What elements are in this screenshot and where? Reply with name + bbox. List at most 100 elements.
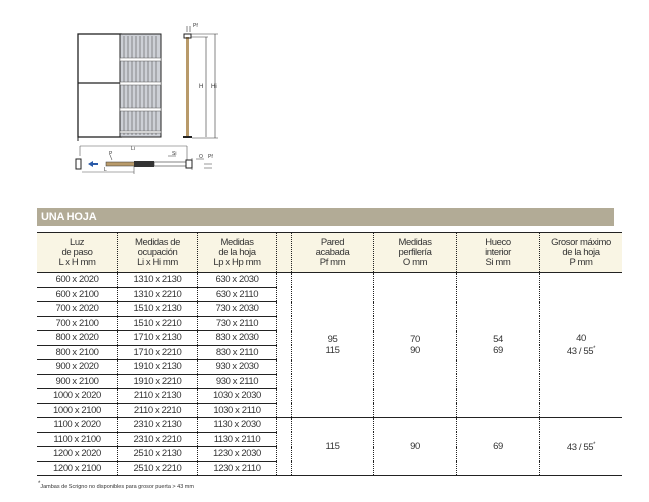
header-pared: Pared acabada Pf mm bbox=[291, 232, 374, 273]
gap-cell bbox=[276, 316, 292, 331]
cell: 1100 x 2100 bbox=[37, 432, 118, 447]
cell: 1510 x 2130 bbox=[117, 301, 198, 317]
table-row: 900 x 2100 1910 x 2210 930 x 2110 bbox=[37, 374, 622, 389]
gap-cell bbox=[276, 345, 292, 360]
label-pf-bottom: Pf bbox=[208, 154, 213, 160]
cell: 1910 x 2130 bbox=[117, 359, 198, 375]
cell: 1230 x 2110 bbox=[197, 461, 277, 476]
cell: 1910 x 2210 bbox=[117, 374, 198, 389]
cell: 730 x 2110 bbox=[197, 316, 277, 331]
cell: 1030 x 2030 bbox=[197, 388, 277, 404]
si-cell: 54 69 bbox=[456, 272, 540, 418]
cell: 2110 x 2210 bbox=[117, 403, 198, 418]
gap-cell bbox=[276, 359, 292, 374]
gap-cell bbox=[276, 330, 292, 345]
label-h: H bbox=[199, 84, 203, 90]
cell: 1310 x 2130 bbox=[117, 272, 198, 288]
table-row: 1200 x 2020 2510 x 2130 1230 x 2030 bbox=[37, 446, 622, 462]
si-cell: 69 bbox=[456, 417, 540, 476]
cell: 2110 x 2130 bbox=[117, 388, 198, 404]
header-ocupacion: Medidas de ocupación Li x Hi mm bbox=[117, 232, 198, 273]
gap-cell bbox=[276, 388, 292, 403]
cell: 600 x 2020 bbox=[37, 272, 118, 288]
table-row: 1100 x 2100 2310 x 2210 1130 x 2110 bbox=[37, 432, 622, 447]
gap-cell bbox=[276, 374, 292, 389]
gap-cell bbox=[276, 403, 292, 418]
header-gap bbox=[276, 232, 292, 273]
table-row: 800 x 2100 1710 x 2210 830 x 2110 bbox=[37, 345, 622, 360]
pf-cell: 115 bbox=[291, 417, 374, 476]
header-row: Luz de paso L x H mm Medidas de ocupación Li… bbox=[37, 232, 622, 273]
pf-cell: 95 115 bbox=[291, 272, 374, 418]
cell: 830 x 2030 bbox=[197, 330, 277, 346]
o-cell: 90 bbox=[373, 417, 457, 476]
cell: 2310 x 2130 bbox=[117, 417, 198, 433]
cell: 2310 x 2210 bbox=[117, 432, 198, 447]
header-hueco: Hueco interior Si mm bbox=[456, 232, 540, 273]
gap-cell bbox=[276, 461, 292, 476]
cell: 2510 x 2210 bbox=[117, 461, 198, 476]
gap-cell bbox=[276, 446, 292, 461]
cell: 900 x 2100 bbox=[37, 374, 118, 389]
cell: 1310 x 2210 bbox=[117, 287, 198, 302]
table-row: 600 x 2100 1310 x 2210 630 x 2110 bbox=[37, 287, 622, 302]
cell: 630 x 2110 bbox=[197, 287, 277, 302]
table-row: 700 x 2100 1510 x 2210 730 x 2110 bbox=[37, 316, 622, 331]
table-row: 1000 x 2100 2110 x 2210 1030 x 2110 bbox=[37, 403, 622, 418]
gap-cell bbox=[276, 301, 292, 316]
label-hi: Hi bbox=[211, 84, 217, 90]
label-o: O bbox=[199, 154, 203, 160]
cell: 800 x 2100 bbox=[37, 345, 118, 360]
door-diagram: Pf H Hi Li P Si O Pf L bbox=[75, 23, 218, 174]
dimensions-table: Luz de paso L x H mm Medidas de ocupación Li… bbox=[37, 232, 622, 476]
footnote: *Jambas de Scrigno no disponibles para g… bbox=[38, 481, 194, 490]
table-row: 1200 x 2100 2510 x 2210 1230 x 2110 bbox=[37, 461, 622, 476]
label-l: L bbox=[104, 167, 107, 173]
gap-cell bbox=[276, 432, 292, 447]
cell: 1100 x 2020 bbox=[37, 417, 118, 433]
table-row: 700 x 2020 1510 x 2130 730 x 2030 bbox=[37, 301, 622, 317]
gap-cell bbox=[276, 417, 292, 432]
cell: 700 x 2020 bbox=[37, 301, 118, 317]
cell: 730 x 2030 bbox=[197, 301, 277, 317]
cell: 1030 x 2110 bbox=[197, 403, 277, 418]
o-cell: 70 90 bbox=[373, 272, 457, 418]
front-view bbox=[77, 33, 162, 141]
label-p: P bbox=[109, 151, 113, 157]
header-perfileria: Medidas perfilería O mm bbox=[373, 232, 457, 273]
cell: 930 x 2030 bbox=[197, 359, 277, 375]
cell: 2510 x 2130 bbox=[117, 446, 198, 462]
cell: 1130 x 2030 bbox=[197, 417, 277, 433]
cell: 630 x 2030 bbox=[197, 272, 277, 288]
cell: 1710 x 2130 bbox=[117, 330, 198, 346]
cell: 1000 x 2020 bbox=[37, 388, 118, 404]
p-cell: 43 / 55* bbox=[539, 417, 622, 476]
table-row: 800 x 2020 1710 x 2130 830 x 2030 bbox=[37, 330, 622, 346]
cell: 600 x 2100 bbox=[37, 287, 118, 302]
cell: 1130 x 2110 bbox=[197, 432, 277, 447]
table-row: 1100 x 2020 2310 x 2130 1130 x 2030 115 90 69… bbox=[37, 417, 622, 476]
label-li: Li bbox=[131, 146, 135, 152]
table-row: 900 x 2020 1910 x 2130 930 x 2030 bbox=[37, 359, 622, 375]
cell: 1510 x 2210 bbox=[117, 316, 198, 331]
cell: 930 x 2110 bbox=[197, 374, 277, 389]
section-title: UNA HOJA bbox=[37, 208, 614, 226]
cell: 900 x 2020 bbox=[37, 359, 118, 375]
header-luz: Luz de paso L x H mm bbox=[37, 232, 118, 273]
cell: 1200 x 2100 bbox=[37, 461, 118, 476]
cell: 1000 x 2100 bbox=[37, 403, 118, 418]
cell: 830 x 2110 bbox=[197, 345, 277, 360]
gap-cell bbox=[276, 272, 292, 287]
gap-cell bbox=[276, 287, 292, 302]
header-grosor: Grosor máximo de la hoja P mm bbox=[539, 232, 622, 273]
header-hoja: Medidas de la hoja Lp x Hp mm bbox=[197, 232, 277, 273]
side-section: Pf H Hi bbox=[183, 23, 218, 139]
cell: 1230 x 2030 bbox=[197, 446, 277, 462]
cell: 800 x 2020 bbox=[37, 330, 118, 346]
p-cell: 40 43 / 55* bbox=[539, 272, 622, 418]
table-row: 600 x 2020 1310 x 2130 630 x 2030 95 115 70 90… bbox=[37, 272, 622, 418]
cell: 1200 x 2020 bbox=[37, 446, 118, 462]
plan-view: Li P Si O Pf L bbox=[75, 145, 213, 174]
label-si: Si bbox=[172, 151, 176, 157]
label-pf-top: Pf bbox=[193, 23, 198, 29]
